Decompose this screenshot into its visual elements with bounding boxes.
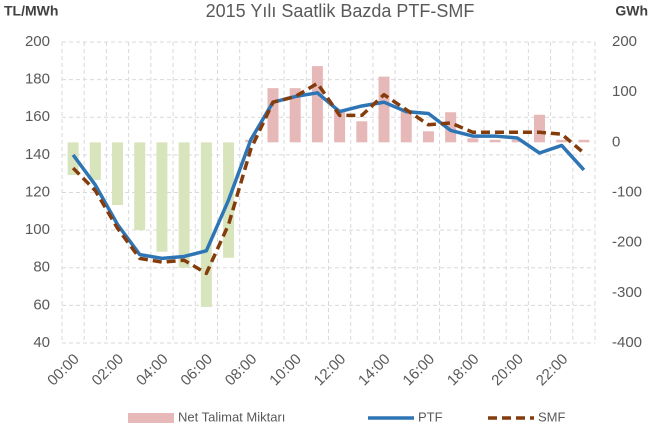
x-tick-label: 18:00 bbox=[444, 351, 483, 390]
y-tick-label: 120 bbox=[25, 183, 50, 200]
x-tick-label: 14:00 bbox=[355, 351, 394, 390]
bar bbox=[356, 121, 368, 143]
y-tick-label: 40 bbox=[33, 334, 50, 351]
bar bbox=[134, 142, 146, 231]
bar bbox=[289, 88, 301, 143]
bar bbox=[378, 76, 390, 143]
y-tick-label: 60 bbox=[33, 296, 50, 313]
legend-label: SMF bbox=[538, 409, 566, 424]
bar bbox=[467, 138, 479, 143]
y2-tick-label: 100 bbox=[612, 83, 637, 100]
x-tick-label: 08:00 bbox=[222, 351, 261, 390]
bar bbox=[267, 88, 279, 143]
bar bbox=[311, 66, 323, 143]
bar bbox=[422, 131, 434, 143]
bar bbox=[200, 142, 212, 307]
x-tick-label: 16:00 bbox=[400, 351, 439, 390]
y-tick-label: 140 bbox=[25, 146, 50, 163]
y-tick-label: 80 bbox=[33, 259, 50, 276]
bar bbox=[489, 139, 501, 143]
y-tick-label: 160 bbox=[25, 108, 50, 125]
chart-title: 2015 Yılı Saatlik Bazda PTF-SMF bbox=[206, 1, 475, 21]
bar bbox=[578, 139, 590, 143]
bar bbox=[533, 114, 545, 143]
legend-label: PTF bbox=[418, 409, 443, 424]
bar bbox=[156, 142, 168, 252]
x-tick-label: 22:00 bbox=[533, 351, 572, 390]
bar bbox=[178, 142, 190, 268]
x-tick-label: 10:00 bbox=[266, 351, 305, 390]
bar bbox=[67, 142, 79, 175]
y-tick-label: 100 bbox=[25, 221, 50, 238]
bar bbox=[511, 139, 523, 143]
bar bbox=[556, 139, 568, 143]
y2-tick-label: -100 bbox=[612, 183, 642, 200]
x-tick-label: 02:00 bbox=[89, 351, 128, 390]
bar bbox=[445, 112, 457, 143]
y2-axis-label: GWh bbox=[615, 3, 648, 19]
y-axis-label: TL/MWh bbox=[4, 3, 58, 19]
bar bbox=[400, 109, 412, 143]
y-tick-label: 200 bbox=[25, 33, 50, 50]
x-tick-label: 00:00 bbox=[44, 351, 83, 390]
y-tick-label: 180 bbox=[25, 71, 50, 88]
x-tick-label: 20:00 bbox=[488, 351, 527, 390]
y2-tick-label: -300 bbox=[612, 284, 642, 301]
line-series bbox=[71, 81, 586, 276]
legend-label: Net Talimat Miktarı bbox=[178, 409, 285, 424]
y2-tick-label: 0 bbox=[612, 133, 620, 150]
y2-tick-label: 200 bbox=[612, 33, 637, 50]
bar bbox=[89, 142, 101, 180]
x-tick-label: 12:00 bbox=[311, 351, 350, 390]
x-tick-label: 06:00 bbox=[177, 351, 216, 390]
x-tick-label: 04:00 bbox=[133, 351, 172, 390]
y2-tick-label: -200 bbox=[612, 234, 642, 251]
bar bbox=[334, 109, 346, 143]
bar bbox=[112, 142, 124, 206]
legend-swatch bbox=[128, 413, 174, 423]
y2-tick-label: -400 bbox=[612, 334, 642, 351]
